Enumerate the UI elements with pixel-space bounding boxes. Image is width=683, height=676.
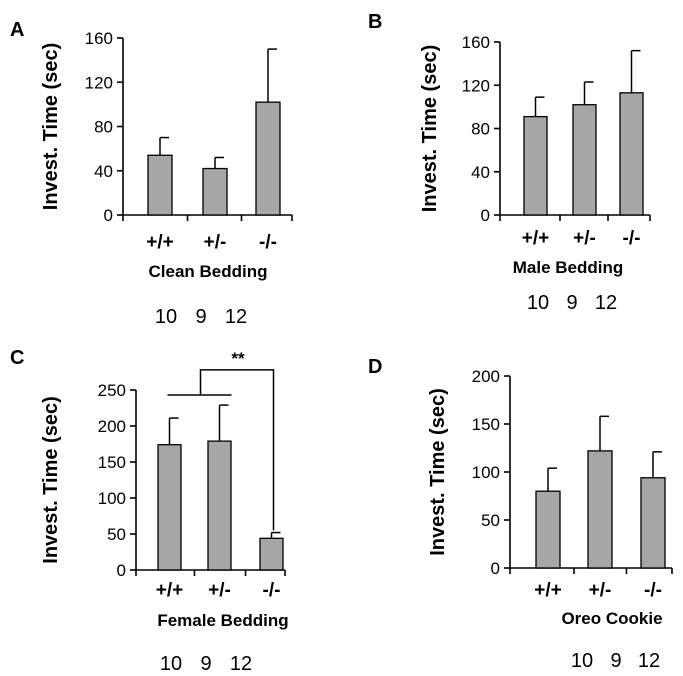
x-axis-title: Female Bedding bbox=[157, 611, 288, 630]
sample-count: 9 bbox=[200, 653, 211, 675]
y-tick-label: 120 bbox=[462, 76, 490, 95]
bar--/- bbox=[640, 477, 666, 569]
y-tick-label: 80 bbox=[471, 120, 490, 139]
y-tick-label: 50 bbox=[107, 525, 126, 544]
sample-count: 9 bbox=[566, 292, 577, 314]
y-tick-label: 0 bbox=[117, 561, 126, 580]
category-label: +/+ bbox=[534, 580, 561, 601]
category-label: +/+ bbox=[522, 228, 549, 249]
y-tick-label: 160 bbox=[462, 33, 490, 52]
y-axis-title: Invest. Time (sec) bbox=[40, 43, 62, 210]
panel-letter: D bbox=[368, 356, 382, 378]
bar-+/- bbox=[207, 440, 232, 571]
bar-+/- bbox=[572, 104, 597, 216]
panel-letter: C bbox=[10, 347, 24, 369]
category-label: +/+ bbox=[146, 232, 173, 253]
y-tick-label: 120 bbox=[85, 73, 113, 92]
sample-count: 9 bbox=[195, 306, 206, 328]
x-axis-title: Oreo Cookie bbox=[561, 609, 662, 628]
y-tick-label: 50 bbox=[481, 511, 500, 530]
y-tick-label: 200 bbox=[98, 417, 126, 436]
y-tick-label: 150 bbox=[472, 415, 500, 434]
y-tick-label: 0 bbox=[491, 559, 500, 578]
panel-d: D Invest. Time (sec) 0 50 100 150 200 +/+ +/- -/-… bbox=[368, 356, 673, 672]
category-label: +/- bbox=[208, 580, 231, 601]
bar-+/+ bbox=[157, 444, 182, 571]
bar-+/+ bbox=[535, 490, 561, 569]
y-axis-title: Invest. Time (sec) bbox=[427, 388, 449, 555]
sample-count: 12 bbox=[230, 653, 252, 675]
sample-count: 10 bbox=[155, 306, 177, 328]
y-tick-label: 100 bbox=[98, 489, 126, 508]
bar--/- bbox=[259, 537, 284, 571]
category-label: -/- bbox=[623, 228, 641, 249]
sample-count: 12 bbox=[225, 306, 247, 328]
y-tick-label: 80 bbox=[94, 118, 113, 137]
y-tick-label: 0 bbox=[481, 206, 490, 225]
y-tick-label: 200 bbox=[472, 367, 500, 386]
panel-b: B Invest. Time (sec) 0 40 80 120 160 +/+ +/- -/- M… bbox=[368, 11, 651, 314]
bar-+/+ bbox=[147, 154, 173, 216]
y-axis-title: Invest. Time (sec) bbox=[419, 45, 441, 212]
sample-count: 10 bbox=[160, 653, 182, 675]
sample-count: 12 bbox=[638, 650, 660, 672]
panel-letter: B bbox=[368, 11, 382, 33]
x-axis-title: Male Bedding bbox=[513, 258, 624, 277]
y-tick-label: 0 bbox=[104, 206, 113, 225]
bar-+/+ bbox=[523, 115, 548, 216]
panel-c: C Invest. Time (sec) 0 50 100 150 200 250 +/+ +/-… bbox=[10, 347, 289, 675]
panel-letter: A bbox=[10, 19, 24, 41]
y-tick-label: 250 bbox=[98, 381, 126, 400]
significance-bracket: ** bbox=[167, 349, 275, 531]
y-tick-label: 150 bbox=[98, 453, 126, 472]
bar-+/- bbox=[587, 450, 613, 569]
y-axis-title: Invest. Time (sec) bbox=[40, 396, 62, 563]
sample-count: 10 bbox=[571, 650, 593, 672]
bar-+/- bbox=[202, 167, 228, 216]
bracket-line bbox=[199, 369, 275, 531]
y-tick-label: 40 bbox=[471, 163, 490, 182]
sample-count: 12 bbox=[595, 292, 617, 314]
category-label: -/- bbox=[644, 580, 662, 601]
bar--/- bbox=[619, 92, 644, 216]
y-tick-label: 160 bbox=[85, 29, 113, 48]
significance-label: ** bbox=[231, 349, 245, 368]
sample-count: 10 bbox=[527, 292, 549, 314]
category-label: +/- bbox=[204, 232, 227, 253]
category-label: +/+ bbox=[156, 580, 183, 601]
x-axis-title: Clean Bedding bbox=[148, 262, 267, 281]
category-label: -/- bbox=[263, 580, 281, 601]
category-label: -/- bbox=[259, 232, 277, 253]
y-tick-label: 40 bbox=[94, 162, 113, 181]
category-label: +/- bbox=[573, 228, 596, 249]
sample-count: 9 bbox=[610, 650, 621, 672]
panel-a: A Invest. Time (sec) 0 40 80 120 160 +/+ +/- -/- C… bbox=[10, 19, 293, 328]
category-label: +/- bbox=[589, 580, 612, 601]
bar--/- bbox=[255, 101, 281, 216]
y-tick-label: 100 bbox=[472, 463, 500, 482]
